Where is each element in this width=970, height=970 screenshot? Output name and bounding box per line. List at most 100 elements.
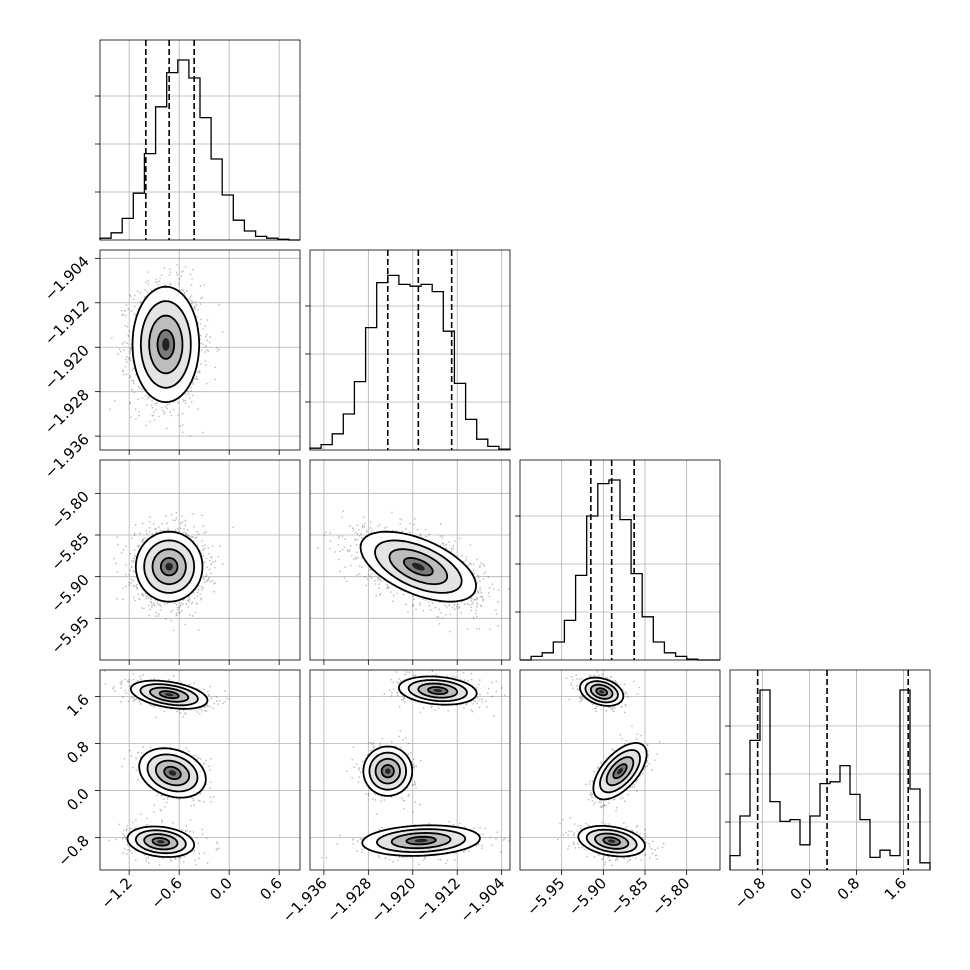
x-tick-label: −1.2 [98, 874, 136, 912]
contour-line-2 [589, 683, 614, 700]
x-tick-label: −1.936 [279, 874, 331, 926]
diag-panel-1 [305, 249, 511, 451]
panel-frame [99, 459, 301, 661]
density-fill-core [385, 768, 391, 774]
scatter-points [557, 670, 665, 867]
contour-line-0 [361, 824, 481, 857]
contour-line-3 [163, 765, 182, 780]
histogram-2 [520, 479, 720, 661]
contour-line-3 [602, 836, 621, 846]
contour-line-1 [585, 828, 638, 854]
contour-line-1 [143, 539, 196, 594]
contour-line-2 [154, 759, 191, 787]
y-tick-label: −5.90 [48, 571, 93, 616]
panel-content [100, 670, 300, 870]
diag-panel-3 [725, 669, 931, 871]
panel-frame [729, 669, 931, 871]
x-tick-label: −1.928 [323, 874, 375, 926]
panel-3-0 [95, 669, 301, 875]
panel-frame [99, 39, 301, 241]
contour-line-2 [143, 833, 179, 851]
histogram-1 [309, 274, 511, 450]
x-tick-label: 0.6 [256, 874, 286, 904]
density-fill-core [165, 562, 173, 571]
contour-line-1 [584, 680, 619, 704]
density-fill-core [608, 839, 616, 843]
density-fill-core [412, 562, 425, 571]
diag-panel-0 [95, 39, 301, 241]
contour-line-0 [362, 745, 414, 797]
x-tick-label: −1.920 [368, 874, 420, 926]
contour-line-0 [397, 675, 478, 706]
panel-frame [309, 459, 511, 661]
contour-line-3 [156, 329, 176, 360]
density-fill-core [599, 690, 604, 694]
histogram-3 [729, 689, 931, 870]
density-fill-core [165, 693, 174, 697]
panel-content [100, 460, 300, 660]
panel-content [310, 670, 510, 870]
contour-line-1 [407, 679, 468, 703]
panel-frame [309, 249, 511, 451]
x-tick-label: −5.90 [565, 874, 610, 919]
panel-frame [99, 669, 301, 871]
x-tick-label: 0.0 [787, 874, 817, 904]
contour-line-2 [148, 314, 184, 375]
panel-3-1 [309, 669, 511, 875]
contour-line-2 [374, 757, 401, 785]
x-tick-label: 0.0 [206, 874, 236, 904]
contour-line-0 [129, 679, 209, 710]
y-tick-label: 1.6 [63, 691, 93, 721]
panel-frame [99, 249, 301, 451]
y-tick-label: −1.920 [41, 341, 93, 393]
panel-2-1 [309, 459, 511, 665]
contour-line-0 [359, 530, 478, 603]
x-tick-label: −0.6 [148, 874, 186, 912]
y-tick-label: −1.936 [41, 430, 93, 482]
y-tick-label: 0.8 [63, 738, 93, 768]
contour-line-1 [374, 539, 463, 594]
contour-line-1 [599, 749, 641, 794]
panel-1-0 [95, 249, 301, 455]
panel-content [310, 460, 510, 660]
density-fill-core [162, 338, 170, 351]
contour-line-1 [368, 751, 408, 791]
panel-content [100, 250, 300, 450]
contour-line-0 [577, 825, 646, 858]
contour-line-3 [380, 764, 395, 779]
x-tick-label: −0.8 [731, 874, 769, 912]
density-fill-core [433, 689, 443, 693]
y-tick-label: −5.85 [48, 529, 93, 574]
contour-line-1 [376, 828, 467, 854]
density-fill-core [157, 840, 165, 844]
y-tick-label: −5.80 [48, 487, 93, 532]
contour-line-3 [158, 690, 180, 700]
contour-line-2 [390, 831, 452, 850]
y-tick-label: −1.912 [41, 297, 93, 349]
x-tick-label: −5.85 [607, 874, 652, 919]
contour-line-2 [594, 832, 630, 850]
contour-line-1 [139, 300, 192, 389]
x-tick-label: 0.8 [834, 874, 864, 904]
density-fill-core [617, 768, 623, 775]
contour-line-0 [579, 676, 625, 707]
density-fill-core [414, 838, 428, 843]
x-tick-label: −5.95 [523, 874, 568, 919]
contour-line-0 [138, 747, 207, 799]
contour-line-2 [151, 548, 187, 586]
contour-line-3 [612, 763, 628, 780]
y-tick-label: −1.928 [41, 386, 93, 438]
y-tick-label: −0.8 [54, 832, 92, 870]
panel-frame [519, 459, 721, 661]
contour-line-0 [131, 285, 201, 404]
panel-content [520, 670, 720, 870]
panel-2-0 [95, 459, 301, 665]
contour-line-2 [149, 686, 190, 703]
density-fill-core [168, 770, 177, 776]
histogram-0 [99, 59, 300, 241]
contour-line-2 [388, 548, 449, 586]
contour-line-1 [146, 753, 199, 793]
y-tick-label: −1.904 [41, 252, 93, 304]
contour-line-3 [403, 557, 434, 577]
